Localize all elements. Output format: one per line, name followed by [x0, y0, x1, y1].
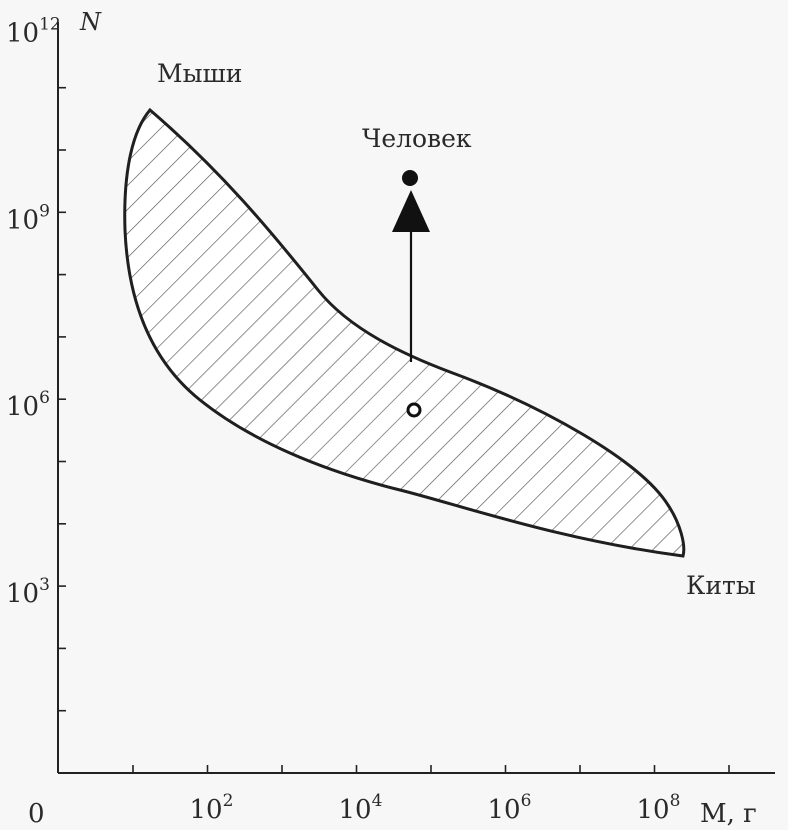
x-tick-label: 104	[339, 791, 383, 825]
expected-point	[406, 402, 422, 418]
y-tick-labels: 103 106 109 1012	[6, 14, 61, 609]
x-axis-ticks	[132, 765, 730, 773]
human-point	[402, 170, 418, 186]
x-tick-label: 106	[488, 791, 532, 825]
arrow-head	[392, 190, 430, 232]
x-axis-label: M, г	[700, 799, 757, 829]
annotation-mice: Мыши	[157, 59, 242, 88]
y-tick-label: 1012	[6, 14, 61, 48]
x-tick-label: 102	[190, 791, 234, 825]
x-origin-label: 0	[28, 799, 45, 829]
y-tick-label: 106	[6, 388, 50, 422]
x-tick-labels: 102 104 106 108	[190, 791, 681, 825]
annotation-whales: Киты	[686, 571, 756, 600]
hatched-region	[123, 107, 686, 558]
y-tick-label: 103	[6, 575, 50, 609]
y-axis-label: N	[79, 8, 102, 36]
y-tick-label: 109	[6, 201, 50, 235]
annotation-human: Человек	[362, 124, 472, 153]
x-tick-label: 108	[637, 791, 681, 825]
y-axis-ticks	[58, 86, 66, 712]
